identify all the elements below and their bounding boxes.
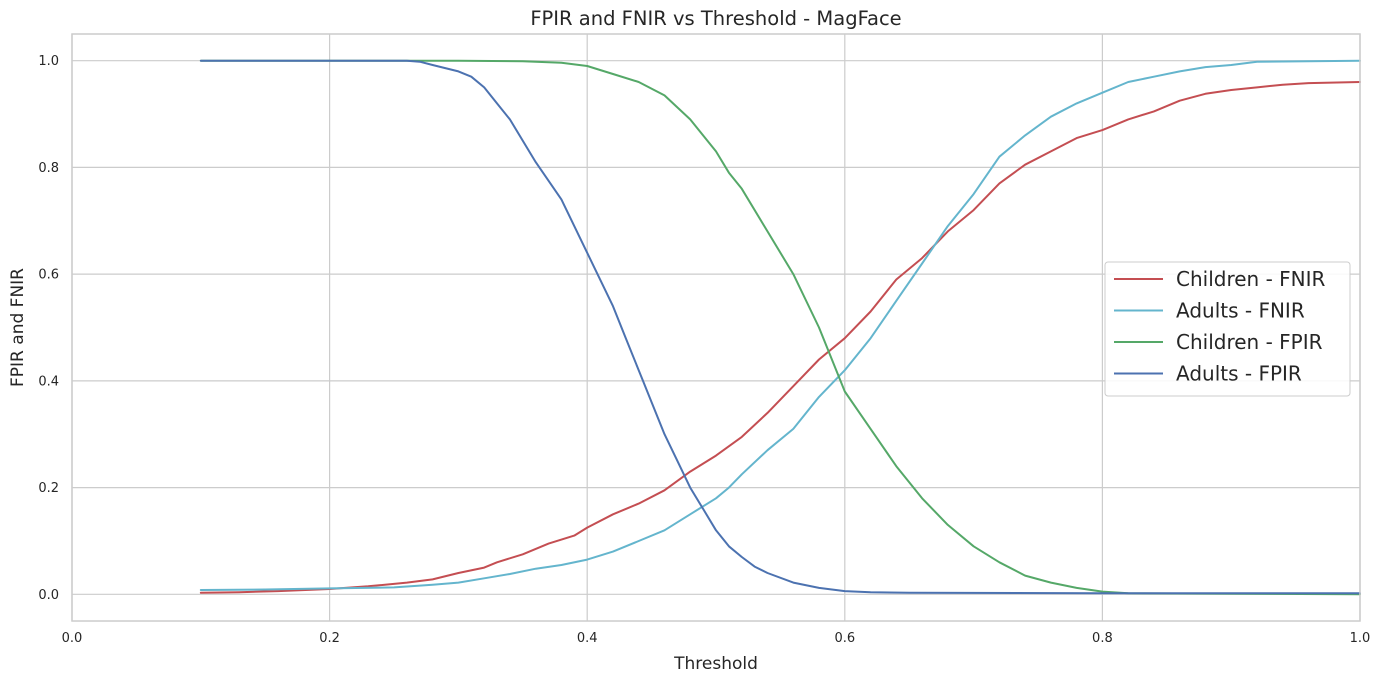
- x-tick-label: 0.8: [1092, 631, 1113, 646]
- legend-box: [1104, 261, 1351, 397]
- x-tick-label: 0.2: [319, 631, 340, 646]
- legend: Children - FNIR Adults - FNIR Children - F…: [1104, 261, 1351, 397]
- x-tick-label: 1.0: [1350, 631, 1371, 646]
- y-tick-label: 0.2: [38, 481, 59, 496]
- legend-label-children-fnir: Children - FNIR: [1176, 267, 1326, 291]
- x-axis-label: Threshold: [673, 654, 758, 674]
- series-line-children-fnir: [199, 81, 1361, 594]
- x-tick-label: 0.0: [62, 631, 83, 646]
- legend-label-adults-fnir: Adults - FNIR: [1176, 299, 1305, 323]
- legend-label-adults-fpir: Adults - FPIR: [1176, 362, 1302, 386]
- series-lines: [199, 59, 1361, 596]
- y-tick-label: 0.8: [38, 161, 59, 176]
- legend-label-children-fpir: Children - FPIR: [1176, 330, 1323, 354]
- y-tick-label: 0.0: [38, 588, 59, 603]
- chart-title: FPIR and FNIR vs Threshold - MagFace: [530, 7, 901, 30]
- series-line-adults-fpir: [199, 59, 1361, 595]
- y-tick-label: 1.0: [38, 54, 59, 69]
- x-tick-label: 0.4: [577, 631, 598, 646]
- tick-labels: 0.0 0.2 0.4 0.6 0.8 1.0 0.0 0.2 0.4 0.6 0.8 1.0: [38, 54, 1370, 646]
- x-tick-label: 0.6: [834, 631, 855, 646]
- series-line-children-fpir: [199, 59, 1361, 596]
- y-tick-label: 0.4: [38, 374, 59, 389]
- y-tick-label: 0.6: [38, 268, 59, 283]
- plot-frame: [71, 33, 1361, 622]
- y-axis-label: FPIR and FNIR: [8, 268, 28, 387]
- series-line-adults-fnir: [199, 59, 1361, 591]
